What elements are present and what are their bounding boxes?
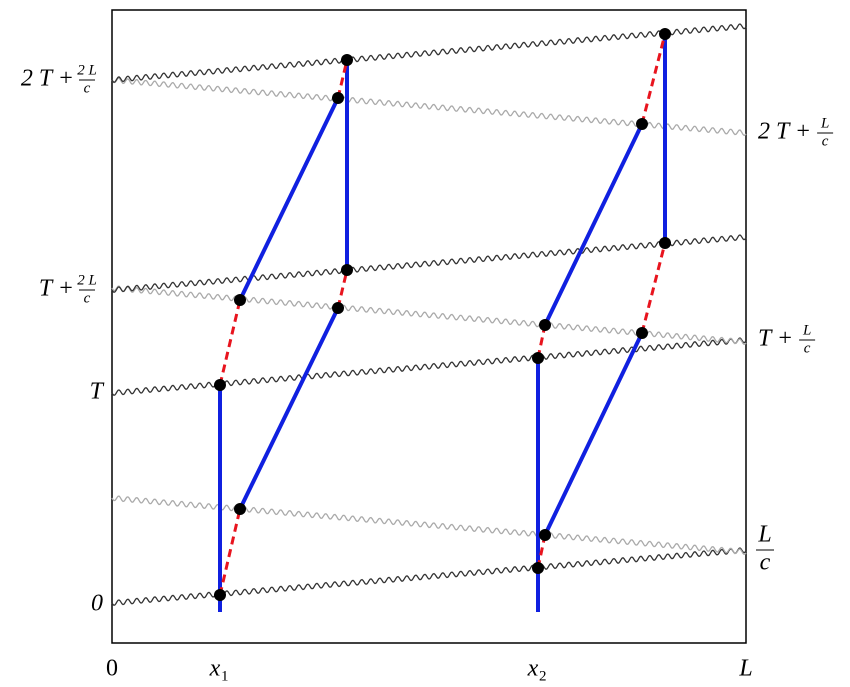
worldline xyxy=(543,332,644,536)
fraction-denominator: c xyxy=(84,290,91,306)
transfer-segment xyxy=(640,33,667,125)
event xyxy=(341,54,353,66)
event xyxy=(234,294,246,306)
light-signal xyxy=(111,337,747,397)
event xyxy=(234,503,246,515)
light-signal xyxy=(111,23,747,84)
transfer-segment xyxy=(336,269,349,309)
event xyxy=(659,237,671,249)
x-label: x xyxy=(527,656,539,682)
event xyxy=(332,92,344,104)
x-label-subscript: 2 xyxy=(539,668,547,684)
event xyxy=(636,118,648,130)
light-signal xyxy=(111,547,747,607)
light-signal xyxy=(111,495,747,556)
transfer-segment xyxy=(218,508,242,596)
worldline xyxy=(238,97,340,301)
transfer-segment xyxy=(640,242,667,334)
light-signal xyxy=(111,234,747,294)
right-label: 2 T + xyxy=(758,119,811,145)
frame xyxy=(111,9,747,644)
event xyxy=(332,302,344,314)
left-label: 2 T + xyxy=(21,66,74,92)
worldline xyxy=(543,123,644,326)
events xyxy=(214,28,671,601)
event xyxy=(539,319,551,331)
light-signal xyxy=(111,77,747,137)
event xyxy=(214,589,226,601)
event xyxy=(341,264,353,276)
fraction-numerator: L xyxy=(757,522,771,548)
fraction-denominator: c xyxy=(760,550,771,576)
fraction-numerator: 2 L xyxy=(77,272,97,288)
x-label: 0 xyxy=(106,656,118,682)
fraction-numerator: L xyxy=(802,322,811,338)
fraction-denominator: c xyxy=(84,80,91,96)
fraction-numerator: L xyxy=(820,115,829,131)
right-label: T + xyxy=(758,326,793,352)
left-label: 0 xyxy=(91,591,103,617)
transfer-segment xyxy=(336,59,349,99)
fraction-denominator: c xyxy=(804,340,811,356)
left-label: T xyxy=(90,379,105,405)
event xyxy=(532,562,544,574)
event xyxy=(659,28,671,40)
worldline xyxy=(238,307,340,510)
fraction-denominator: c xyxy=(822,133,829,149)
x-label: L xyxy=(738,656,752,682)
event xyxy=(532,352,544,364)
light-signals xyxy=(111,23,747,607)
event xyxy=(636,327,648,339)
x-label: x xyxy=(209,656,221,682)
event xyxy=(539,529,551,541)
left-label: T + xyxy=(39,276,74,302)
event xyxy=(214,379,226,391)
fraction-numerator: 2 L xyxy=(77,62,97,78)
transfer-segment xyxy=(218,299,242,386)
x-label-subscript: 1 xyxy=(221,668,229,684)
